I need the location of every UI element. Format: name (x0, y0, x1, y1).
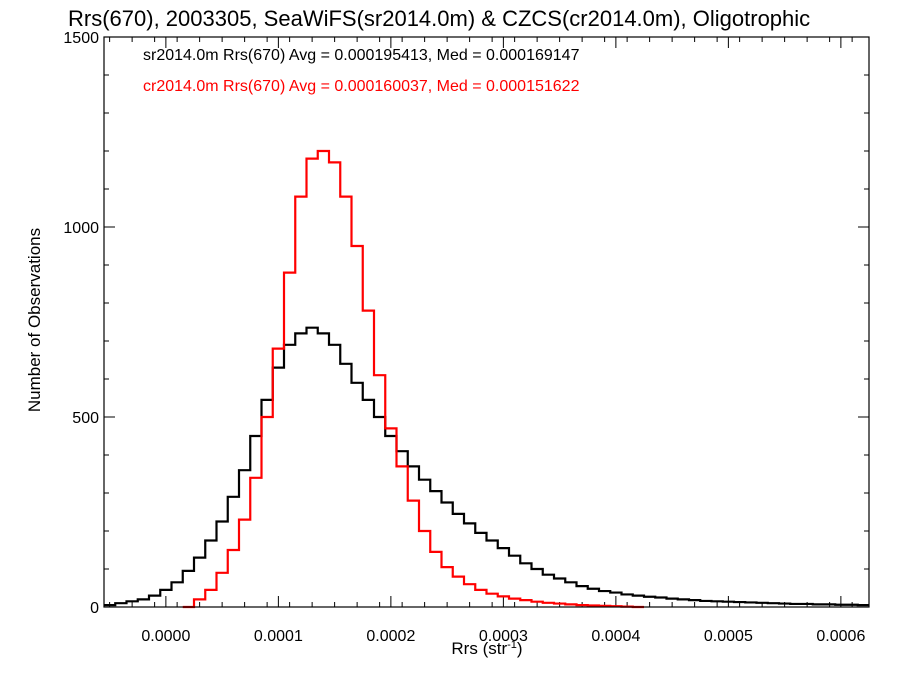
x-axis-label-base: Rrs (str (451, 639, 507, 658)
x-tick-label: 0.0003 (479, 628, 528, 645)
y-axis-label: Number of Observations (25, 228, 44, 412)
x-axis-label-end: ) (517, 639, 523, 658)
x-axis-label-superscript: -1 (507, 639, 517, 651)
chart-title: Rrs(670), 2003305, SeaWiFS(sr2014.0m) & … (68, 6, 810, 31)
y-tick-label: 1500 (63, 30, 99, 47)
series-sr2014-histogram (104, 326, 869, 607)
legend-entry-cr2014: cr2014.0m Rrs(670) Avg = 0.000160037, Me… (143, 78, 580, 95)
series-cr2014-histogram (182, 149, 644, 609)
x-tick-label: 0.0004 (591, 628, 640, 645)
plot-frame (103, 36, 870, 608)
x-tick-label: 0.0001 (254, 628, 303, 645)
x-tick-label: 0.0000 (141, 628, 190, 645)
x-tick-label: 0.0005 (704, 628, 753, 645)
x-tick-label: 0.0002 (366, 628, 415, 645)
y-tick-label: 1000 (63, 220, 99, 237)
y-tick-label: 0 (90, 600, 99, 617)
x-axis-label: Rrs (str-1) (451, 639, 522, 658)
legend-entry-sr2014: sr2014.0m Rrs(670) Avg = 0.000195413, Me… (143, 47, 580, 64)
y-tick-label: 500 (72, 410, 99, 427)
x-tick-label: 0.0006 (816, 628, 865, 645)
